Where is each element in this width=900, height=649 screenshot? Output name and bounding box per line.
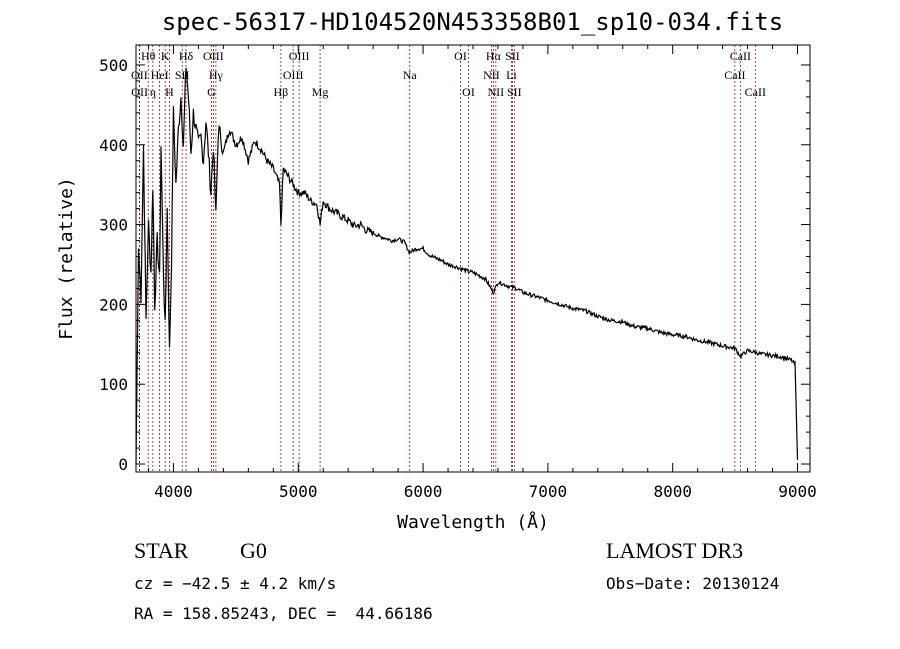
line-marker-label: OII — [131, 85, 148, 99]
y-tick-label: 0 — [118, 455, 128, 474]
line-marker-label: OIII — [283, 68, 304, 82]
coordinates: RA = 158.85243, DEC = 44.66186 — [134, 604, 433, 623]
x-axis-label: Wavelength (Å) — [397, 511, 549, 533]
y-tick-label: 200 — [99, 295, 128, 314]
line-marker-label: NII — [483, 68, 500, 82]
line-marker-label: NII — [488, 85, 505, 99]
line-marker-label: H — [165, 85, 174, 99]
plot-frame — [135, 44, 811, 473]
line-marker-label: OIII — [289, 49, 310, 63]
x-tick-label: 7000 — [529, 482, 568, 501]
line-marker-label: SII — [505, 49, 520, 63]
line-marker-label: Mg — [312, 85, 329, 99]
redshift-velocity: cz = −42.5 ± 4.2 km/s — [134, 574, 337, 593]
subclass: G0 — [240, 538, 267, 563]
line-marker-label: OI — [462, 85, 475, 99]
spectrum-line — [135, 67, 799, 465]
line-marker-label: OI — [454, 49, 467, 63]
y-axis-label: Flux (relative) — [56, 177, 77, 340]
x-tick-label: 9000 — [778, 482, 817, 501]
line-marker-label: CaII — [745, 85, 766, 99]
line-marker-label: Hα — [486, 49, 502, 63]
x-tick-label: 8000 — [653, 482, 692, 501]
line-marker-label: HeI — [151, 68, 169, 82]
line-marker-label: CaII — [730, 49, 751, 63]
line-marker-label: Hδ — [179, 49, 194, 63]
y-tick-label: 300 — [99, 216, 128, 235]
survey-name: LAMOST DR3 — [606, 538, 744, 563]
line-marker-label: Hθ — [141, 49, 156, 63]
x-tick-label: 5000 — [279, 482, 318, 501]
y-tick-label: 100 — [99, 375, 128, 394]
line-marker-label: Na — [403, 68, 418, 82]
line-marker-label: Hβ — [274, 85, 289, 99]
axes: 4000 5000 6000 7000 8000 9000 0 100 200 300 400 500 — [99, 45, 817, 501]
obs-date: Obs−Date: 20130124 — [606, 574, 780, 593]
y-tick-label: 400 — [99, 136, 128, 155]
line-marker-label: G — [207, 85, 216, 99]
y-tick-label: 500 — [99, 56, 128, 75]
line-marker-label: OIII — [203, 49, 224, 63]
x-tick-label: 4000 — [154, 482, 193, 501]
line-marker-label: K — [161, 49, 170, 63]
x-tick-label: 6000 — [404, 482, 443, 501]
line-marker-label: CaII — [724, 68, 745, 82]
line-marker-label: Hγ — [209, 68, 224, 82]
line-marker-label: Li — [506, 68, 517, 82]
line-marker-label: SII — [507, 85, 522, 99]
chart-title: spec-56317-HD104520N453358B01_sp10-034.f… — [161, 8, 784, 36]
object-type: STAR — [134, 538, 189, 563]
line-marker-label: η — [150, 85, 156, 99]
